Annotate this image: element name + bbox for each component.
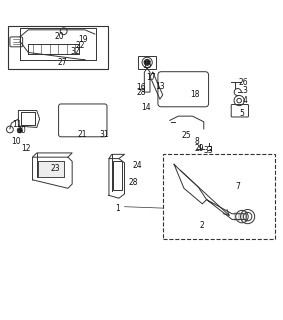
Text: 15: 15: [142, 61, 152, 70]
Text: 8: 8: [194, 137, 199, 146]
Text: 30: 30: [16, 126, 26, 135]
Circle shape: [18, 128, 22, 132]
Text: 10: 10: [11, 137, 20, 146]
Text: 31: 31: [100, 130, 110, 139]
Circle shape: [144, 60, 150, 65]
Text: 24: 24: [132, 161, 142, 170]
Text: 28: 28: [137, 88, 146, 97]
Text: 20: 20: [55, 32, 64, 41]
Text: 23: 23: [50, 164, 60, 173]
Text: 7: 7: [235, 182, 240, 191]
Text: 3: 3: [242, 86, 247, 95]
Text: 16: 16: [137, 83, 146, 92]
Text: 18: 18: [190, 91, 200, 100]
Text: 32: 32: [70, 46, 80, 56]
Text: 4: 4: [242, 96, 247, 105]
Text: 2: 2: [200, 220, 205, 229]
Bar: [38, 161, 64, 177]
Text: 21: 21: [77, 130, 87, 139]
Bar: [113, 161, 122, 190]
Bar: [8, 26, 108, 69]
Text: 28: 28: [128, 178, 138, 187]
Text: 19: 19: [79, 35, 88, 44]
Text: 26: 26: [239, 78, 248, 87]
Text: 13: 13: [155, 82, 165, 91]
Bar: [38, 161, 64, 177]
Text: 11: 11: [12, 120, 22, 129]
Text: 1: 1: [115, 204, 120, 212]
Bar: [163, 154, 275, 239]
Text: 27: 27: [57, 58, 67, 67]
Text: 14: 14: [141, 103, 151, 112]
Text: 17: 17: [147, 73, 156, 83]
Text: 29: 29: [195, 144, 204, 153]
Text: 5: 5: [239, 109, 245, 118]
Text: 22: 22: [76, 41, 85, 50]
Text: 25: 25: [182, 132, 192, 140]
Text: 12: 12: [21, 144, 30, 153]
Text: 33: 33: [203, 146, 213, 155]
